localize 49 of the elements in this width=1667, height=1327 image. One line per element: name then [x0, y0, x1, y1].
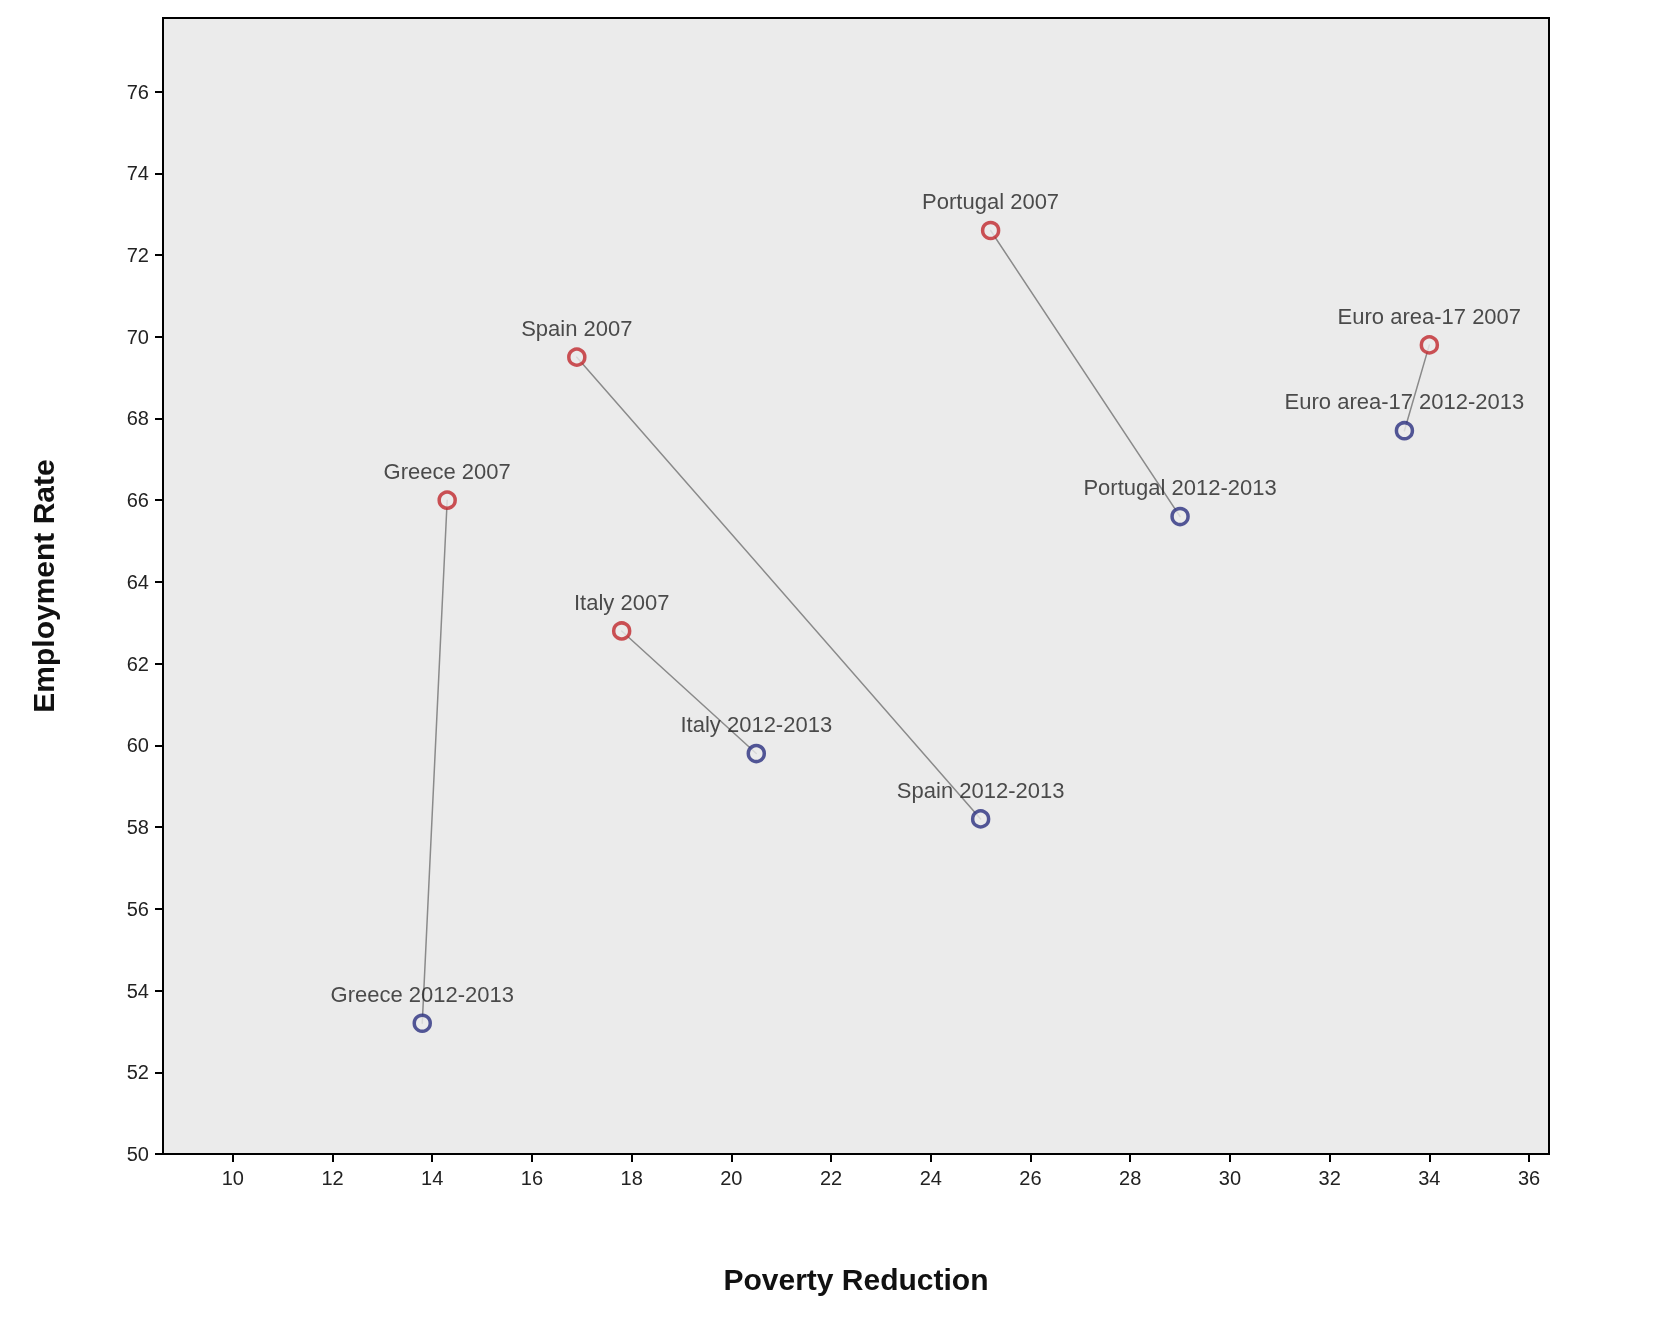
point: [970, 809, 991, 829]
x-axis-title: Poverty Reduction: [723, 1262, 989, 1296]
data-label: Spain 2007: [521, 315, 633, 341]
point: [437, 490, 457, 510]
y-axis-title: Employment Rate: [26, 459, 60, 713]
point: [611, 621, 632, 641]
data-label: Portugal 2007: [922, 189, 1060, 215]
x-tick-label: 22: [819, 1167, 843, 1189]
x-tick-label: 30: [1218, 1167, 1242, 1189]
y-tick-label: 58: [126, 816, 149, 839]
data-label: Euro area-17 2007: [1337, 303, 1522, 329]
y-tick-label: 62: [126, 652, 149, 675]
data-label: Italy 2012-2013: [680, 712, 833, 738]
point: [1419, 335, 1440, 355]
x-tick-label: 10: [221, 1167, 244, 1189]
y-tick-label: 72: [126, 244, 149, 267]
y-tick-label: 74: [126, 162, 149, 185]
point: [567, 347, 587, 367]
x-tick-label: 16: [520, 1167, 544, 1189]
y-tick-label: 56: [126, 897, 149, 920]
point: [1170, 506, 1190, 527]
point: [412, 1013, 432, 1033]
point: [980, 220, 1001, 241]
x-tick-label: 18: [620, 1167, 643, 1189]
x-tick-label: 28: [1119, 1167, 1142, 1189]
y-tick-label: 76: [126, 80, 149, 103]
x-tick-label: 24: [919, 1167, 942, 1189]
x-tick-label: 32: [1318, 1167, 1341, 1189]
y-tick-label: 60: [126, 734, 149, 757]
x-tick-label: 14: [421, 1167, 444, 1189]
y-tick-label: 54: [126, 979, 149, 1002]
data-label: Spain 2012-2013: [896, 777, 1065, 803]
data-label: Italy 2007: [573, 589, 670, 615]
y-tick-label: 64: [126, 570, 149, 593]
y-tick-label: 52: [126, 1061, 149, 1084]
data-label: Euro area-17 2012-2013: [1284, 389, 1525, 415]
point: [1394, 420, 1415, 441]
y-tick-label: 66: [126, 489, 149, 512]
y-tick-label: 68: [126, 407, 149, 430]
x-tick-label: 36: [1517, 1167, 1541, 1189]
point: [746, 743, 767, 764]
x-tick-label: 12: [321, 1167, 344, 1189]
data-label: Portugal 2012-2013: [1083, 475, 1277, 501]
data-label: Greece 2007: [383, 458, 511, 484]
y-tick-label: 50: [126, 1143, 149, 1165]
x-tick-label: 26: [1019, 1167, 1042, 1189]
x-tick-label: 34: [1418, 1167, 1441, 1189]
x-tick-label: 20: [720, 1167, 743, 1189]
y-tick-label: 70: [126, 325, 149, 348]
